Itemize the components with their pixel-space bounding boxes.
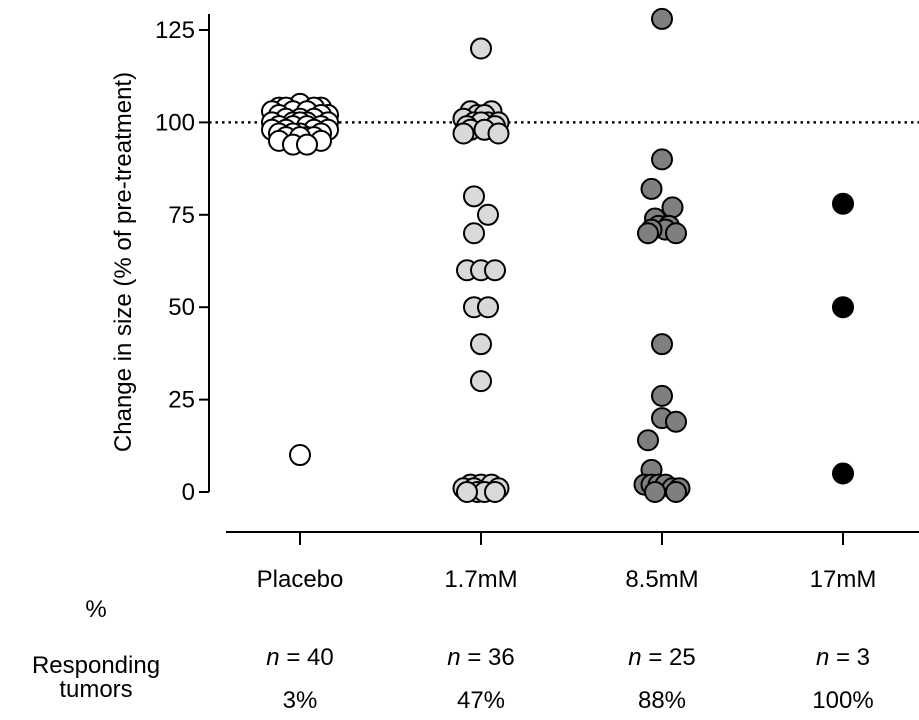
responding-percent: 100% xyxy=(812,687,873,714)
y-tick-label: 50 xyxy=(168,294,195,321)
data-point xyxy=(665,481,687,503)
series-17mM xyxy=(832,192,854,485)
y-axis-title: Change in size (% of pre-treatment) xyxy=(110,72,137,452)
x-tick-label: Placebo xyxy=(257,566,344,593)
data-point xyxy=(470,370,492,393)
data-point xyxy=(651,7,673,30)
data-point xyxy=(637,222,659,245)
footer-stats: n = 40 n = 36 n = 25 n = 3 3% 47% 88% 100% xyxy=(266,644,873,714)
x-tick-label: 17mM xyxy=(810,566,877,593)
data-point xyxy=(661,196,684,219)
data-point xyxy=(452,122,475,145)
data-point xyxy=(484,481,506,503)
data-point xyxy=(296,133,318,156)
data-point xyxy=(463,222,485,245)
data-point xyxy=(463,185,485,208)
responding-percent: 3% xyxy=(283,687,318,714)
data-point xyxy=(470,37,492,60)
data-point xyxy=(651,148,673,171)
responding-label-line2: tumors xyxy=(59,676,132,703)
data-point xyxy=(456,481,478,503)
responding-percent: 47% xyxy=(457,687,505,714)
responding-label-line1: Responding xyxy=(32,652,160,679)
y-tick-label: 125 xyxy=(155,17,195,44)
data-point xyxy=(477,296,499,319)
data-point xyxy=(832,192,854,215)
series-Placebo xyxy=(261,92,339,467)
series-8.5mM xyxy=(633,7,691,503)
data-point xyxy=(665,410,687,433)
x-tick-label: 8.5mM xyxy=(625,566,698,593)
n-count-label: n = 3 xyxy=(816,644,870,671)
data-point xyxy=(832,462,854,485)
percent-header: % xyxy=(85,596,106,623)
y-tick-label: 100 xyxy=(155,109,195,136)
data-point xyxy=(644,481,666,503)
data-point xyxy=(665,222,687,245)
data-point xyxy=(651,384,673,407)
y-tick-label: 0 xyxy=(182,479,195,506)
data-point xyxy=(289,444,311,467)
data-point xyxy=(640,177,663,200)
data-point xyxy=(651,333,673,356)
axes: 0 25 50 75 100 125 Placebo 1.7mM 8.5mM 17mM xyxy=(155,14,919,593)
data-point xyxy=(484,259,506,282)
n-count-label: n = 25 xyxy=(628,644,695,671)
y-tick-label: 75 xyxy=(168,202,195,229)
data-point xyxy=(477,203,499,226)
data-point xyxy=(470,333,492,356)
n-count-label: n = 40 xyxy=(266,644,333,671)
responding-percent: 88% xyxy=(638,687,686,714)
y-tick-label: 25 xyxy=(168,387,195,414)
n-count-label: n = 36 xyxy=(447,644,514,671)
data-point xyxy=(832,296,854,319)
series-1.7mM xyxy=(452,37,510,503)
data-point xyxy=(637,429,659,452)
data-point xyxy=(487,122,510,145)
data-points xyxy=(261,7,854,503)
x-tick-label: 1.7mM xyxy=(444,566,517,593)
